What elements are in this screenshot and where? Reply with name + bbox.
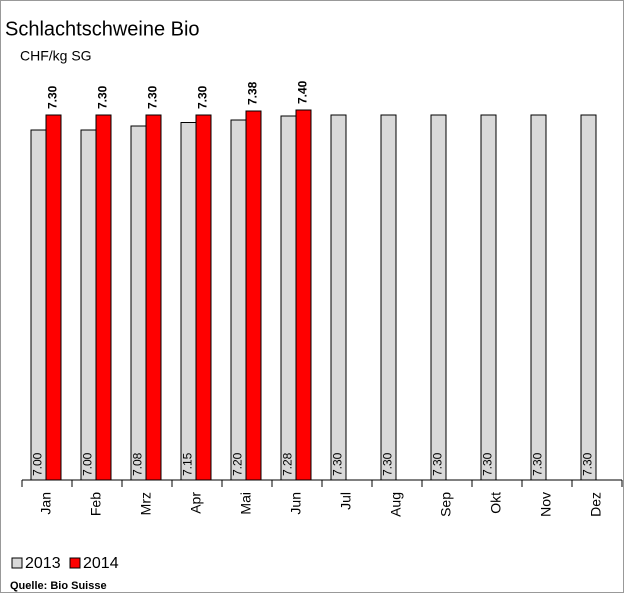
value-label: 7.00: [31, 452, 45, 476]
bar: [80, 129, 97, 481]
value-label: 7.30: [196, 85, 210, 109]
value-label: 7.20: [231, 452, 245, 476]
bar: [30, 129, 47, 481]
bar: [530, 114, 547, 481]
bar: [130, 125, 147, 481]
bar: [480, 114, 497, 481]
x-tick-label: Jun: [288, 492, 304, 515]
bar: [245, 110, 262, 481]
x-tick-label: Jan: [38, 492, 54, 515]
bar: [180, 122, 197, 481]
value-label: 7.38: [246, 81, 260, 105]
bar: [380, 114, 397, 481]
x-tick-label: Jul: [338, 492, 354, 510]
bar: [430, 114, 447, 481]
value-label: 7.30: [481, 452, 495, 476]
unit-label: CHF/kg SG: [20, 48, 92, 64]
bar: [295, 109, 312, 481]
bar: [195, 114, 212, 481]
value-label: 7.30: [96, 85, 110, 109]
value-label: 7.30: [531, 452, 545, 476]
value-label: 7.30: [431, 452, 445, 476]
x-tick-label: Dez: [588, 492, 604, 517]
value-label: 7.30: [381, 452, 395, 476]
bar: [330, 114, 347, 481]
x-tick-label: Okt: [488, 492, 504, 514]
x-tick-label: Feb: [88, 492, 104, 516]
value-label: 7.30: [146, 85, 160, 109]
bar: [230, 119, 247, 481]
bar: [580, 114, 597, 481]
legend-label: 2014: [83, 555, 119, 572]
value-label: 7.15: [181, 452, 195, 476]
legend-swatch: [69, 557, 81, 569]
x-tick-label: Apr: [188, 492, 204, 514]
x-tick-label: Mai: [238, 492, 254, 515]
bar: [45, 114, 62, 481]
value-label: 7.28: [281, 452, 295, 476]
value-label: 7.30: [581, 452, 595, 476]
value-label: 7.40: [296, 80, 310, 104]
value-label: 7.08: [131, 452, 145, 476]
bar: [280, 115, 297, 481]
chart-title: Schlachtschweine Bio: [5, 18, 200, 40]
value-label: 7.00: [81, 452, 95, 476]
x-tick-label: Nov: [538, 492, 554, 517]
legend-label: 2013: [25, 555, 61, 572]
legend-swatch: [11, 557, 23, 569]
bar: [145, 114, 162, 481]
source: Quelle: Bio Suisse: [10, 580, 107, 592]
value-label: 7.30: [331, 452, 345, 476]
x-tick-label: Mrz: [138, 492, 154, 515]
x-tick-label: Sep: [438, 492, 454, 517]
x-tick-label: Aug: [388, 492, 404, 517]
value-label: 7.30: [46, 85, 60, 109]
bar: [95, 114, 112, 481]
